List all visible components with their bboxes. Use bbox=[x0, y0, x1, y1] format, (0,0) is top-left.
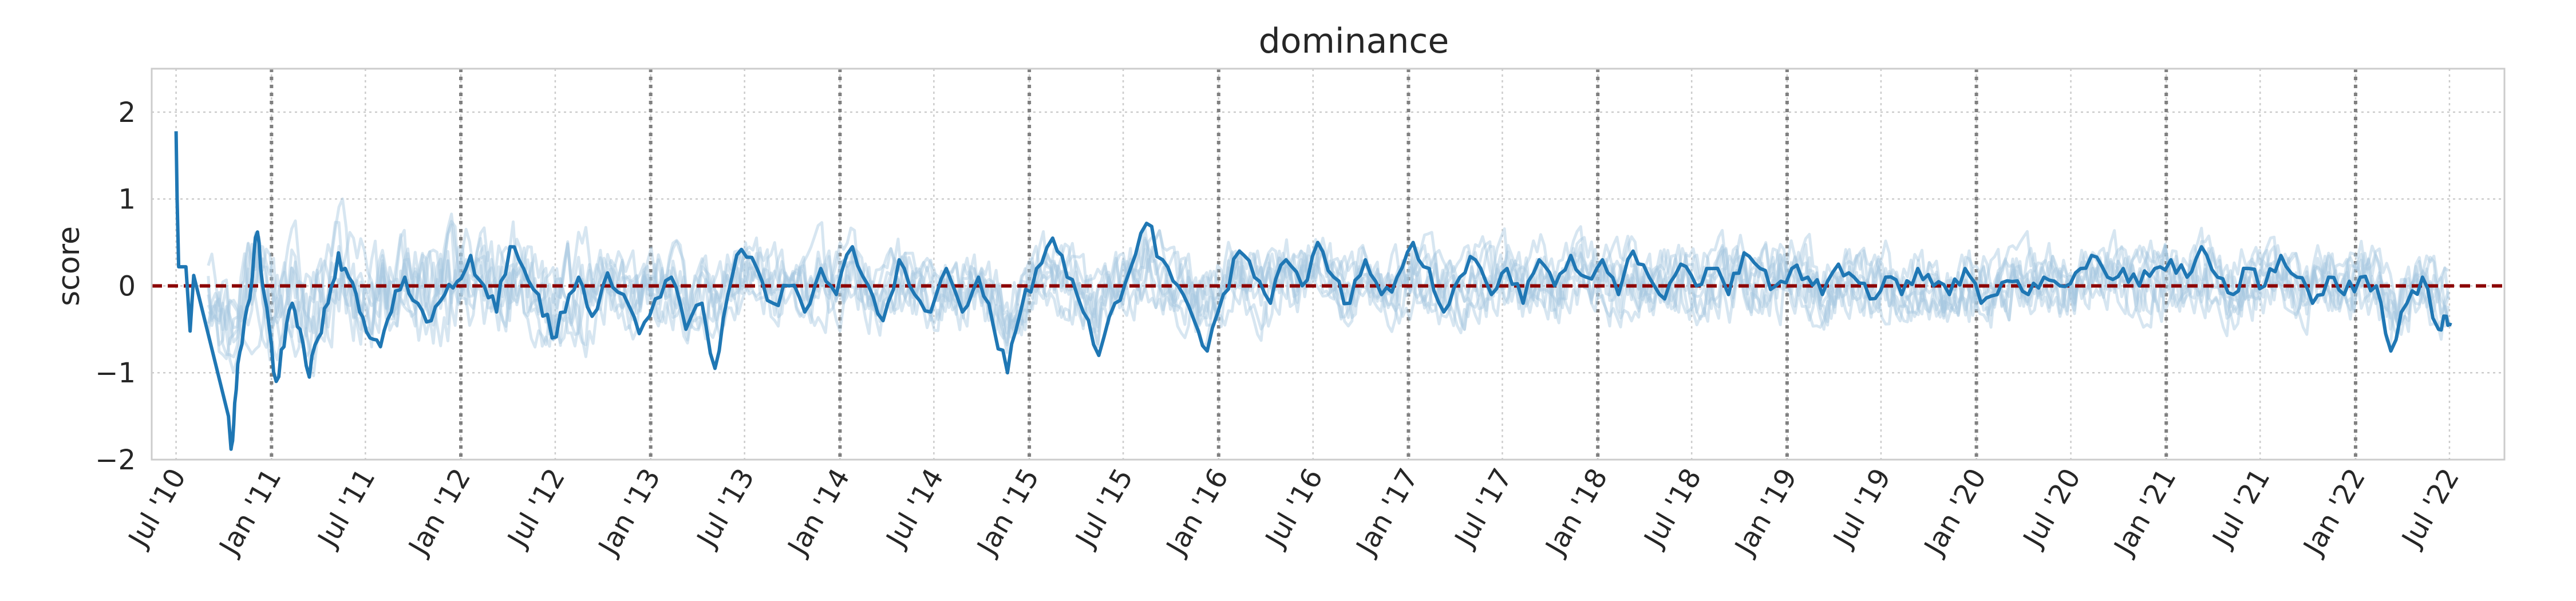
x-tick-label: Jan '21 bbox=[2107, 463, 2183, 562]
x-tick-label: Jan '13 bbox=[591, 463, 667, 562]
chart-title: dominance bbox=[1259, 21, 1449, 61]
x-tick-label: Jul '12 bbox=[501, 463, 572, 553]
x-tick-label: Jul '14 bbox=[879, 463, 950, 553]
x-tick-label: Jan '11 bbox=[212, 463, 288, 562]
x-tick-label: Jan '18 bbox=[1539, 463, 1614, 562]
y-axis-label: score bbox=[52, 226, 86, 306]
plot-border bbox=[151, 68, 2506, 461]
x-tick-label: Jan '16 bbox=[1159, 463, 1235, 562]
main-series bbox=[174, 131, 2452, 451]
y-tick-labels: −2 −1 0 1 2 bbox=[95, 97, 136, 476]
background-series-line bbox=[207, 227, 2450, 378]
x-tick-label: Jan '12 bbox=[402, 463, 477, 562]
x-tick-label: Jan '14 bbox=[781, 463, 856, 562]
y-tick-label: −2 bbox=[95, 444, 136, 476]
main-series-line bbox=[174, 131, 2452, 451]
x-tick-label: Jul '19 bbox=[1827, 463, 1898, 553]
x-tick-label: Jul '15 bbox=[1069, 463, 1140, 553]
x-tick-label: Jan '22 bbox=[2297, 463, 2372, 562]
x-tick-label: Jan '15 bbox=[970, 463, 1046, 562]
x-tick-label: Jul '20 bbox=[2016, 463, 2087, 553]
y-tick-label: 0 bbox=[118, 270, 136, 302]
x-tick-label: Jul '21 bbox=[2206, 463, 2277, 553]
x-tick-label: Jan '19 bbox=[1728, 463, 1804, 562]
y-tick-label: −1 bbox=[95, 357, 136, 389]
x-tick-label: Jan '20 bbox=[1917, 463, 1993, 562]
y-tick-label: 2 bbox=[118, 97, 136, 129]
x-tick-label: Jul '22 bbox=[2395, 463, 2466, 553]
x-tick-label: Jul '18 bbox=[1637, 463, 1708, 553]
x-tick-label: Jul '16 bbox=[1258, 463, 1329, 553]
x-tick-label: Jul '11 bbox=[311, 463, 382, 553]
x-tick-label: Jul '17 bbox=[1448, 463, 1519, 553]
plot-frame bbox=[151, 68, 2506, 461]
y-tick-label: 1 bbox=[118, 184, 136, 216]
background-series-line bbox=[207, 212, 2450, 361]
x-tick-labels: Jul '10 Jan '11 Jul '11 Jan '12 Jul '12 Jan '… bbox=[121, 463, 2466, 562]
x-tick-label: Jan '17 bbox=[1349, 463, 1425, 562]
background-series-line bbox=[207, 219, 2450, 349]
x-tick-label: Jul '13 bbox=[690, 463, 761, 553]
x-tick-label: Jul '10 bbox=[121, 463, 192, 553]
